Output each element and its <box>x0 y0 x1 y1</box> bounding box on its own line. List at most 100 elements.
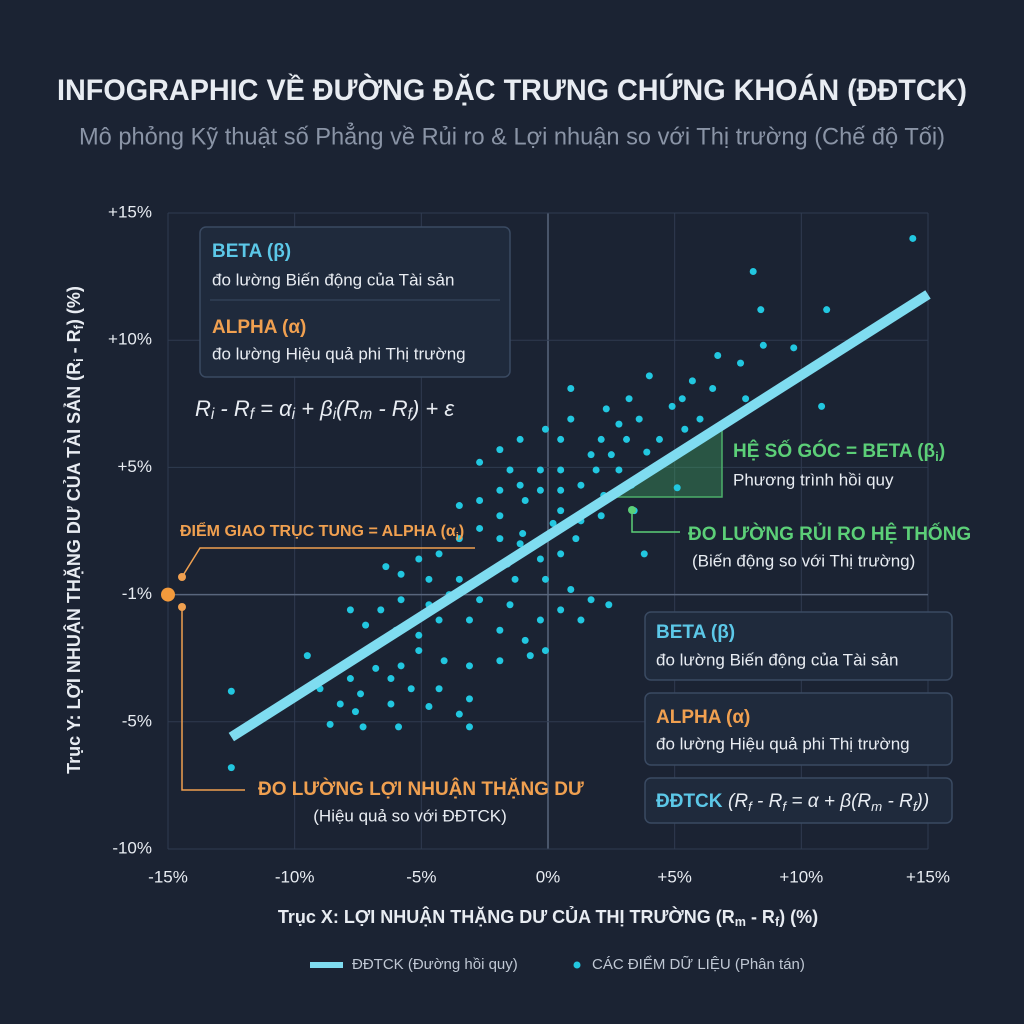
plot-area <box>161 234 931 772</box>
data-point <box>557 550 565 558</box>
data-point <box>742 395 750 403</box>
data-point <box>567 385 575 393</box>
data-point <box>597 512 605 520</box>
data-point <box>415 647 423 655</box>
text-part: HỆ SỐ GÓC = BETA (β <box>733 440 935 462</box>
data-point <box>227 687 235 695</box>
data-point <box>709 385 717 393</box>
data-point <box>455 535 463 543</box>
text-part: - R <box>746 907 775 927</box>
data-point <box>496 446 504 454</box>
data-point <box>521 496 529 504</box>
data-point <box>557 507 565 515</box>
annotation-title: BETA (β) <box>656 622 735 643</box>
data-point <box>655 435 663 443</box>
subscript: f <box>72 324 86 329</box>
formula: (Rf - Rf = α + β(Rm - Rf)) <box>728 791 929 814</box>
text-part: - R <box>882 791 913 812</box>
text-part: )) <box>915 791 930 812</box>
data-point <box>359 723 367 731</box>
data-point <box>465 695 473 703</box>
data-point <box>567 586 575 594</box>
data-point <box>455 575 463 583</box>
data-point <box>909 234 917 242</box>
text-part: ) <box>459 523 464 540</box>
data-point <box>362 621 370 629</box>
text-part: (R <box>728 791 748 812</box>
data-point <box>625 395 633 403</box>
text-part: ĐIỂM GIAO TRỤC TUNG = ALPHA (α <box>180 521 456 540</box>
data-point <box>541 647 549 655</box>
data-point <box>549 519 557 527</box>
data-point <box>351 708 359 716</box>
text-part: Trục X: LỢI NHUẬN THẶNG DƯ CỦA THỊ TRƯỜN… <box>278 906 735 927</box>
data-point <box>387 700 395 708</box>
legend-label: CÁC ĐIỂM DỮ LIỆU (Phân tán) <box>592 955 805 973</box>
info-box <box>644 692 953 766</box>
data-point <box>615 466 623 474</box>
y-tick-label: -10% <box>112 838 152 857</box>
data-point <box>516 481 524 489</box>
leader-dot <box>178 573 186 581</box>
x-tick-label: -10% <box>275 867 315 886</box>
data-point <box>577 481 585 489</box>
subscript: m <box>359 406 372 423</box>
data-point <box>435 685 443 693</box>
data-point <box>346 675 354 683</box>
legend-label: ĐĐTCK (Đường hồi quy) <box>352 956 518 973</box>
leader <box>181 547 475 578</box>
data-point <box>415 555 423 563</box>
leader-dot <box>628 506 636 514</box>
data-point <box>377 606 385 614</box>
data-point <box>336 700 344 708</box>
data-point <box>557 466 565 474</box>
text-part: ) (%) <box>779 907 818 927</box>
data-point <box>587 596 595 604</box>
data-point <box>696 415 704 423</box>
data-point <box>557 435 565 443</box>
data-point <box>372 664 380 672</box>
data-point <box>541 425 549 433</box>
data-point <box>496 512 504 520</box>
x-tick-label: -5% <box>406 867 436 886</box>
data-point <box>536 486 544 494</box>
text-part: ) <box>939 441 945 462</box>
subscript: i <box>935 449 939 464</box>
annotation-title: BETA (β) <box>212 241 291 262</box>
data-point <box>790 344 798 352</box>
y-tick-label: +5% <box>118 457 153 476</box>
data-point <box>567 415 575 423</box>
data-point <box>526 652 534 660</box>
subscript: i <box>211 406 215 423</box>
data-point <box>496 535 504 543</box>
data-point <box>602 405 610 413</box>
data-point <box>557 606 565 614</box>
data-point <box>607 451 615 459</box>
data-point <box>536 466 544 474</box>
data-point <box>435 616 443 624</box>
data-point <box>496 657 504 665</box>
annotation-title: ALPHA (α) <box>212 317 306 338</box>
text-part: (R <box>336 396 359 421</box>
data-point <box>818 402 826 410</box>
data-point <box>536 555 544 563</box>
data-point <box>465 616 473 624</box>
data-point <box>476 496 484 504</box>
subscript: i <box>292 406 296 423</box>
subscript: f <box>775 915 780 929</box>
intercept-point <box>161 587 175 602</box>
subscript: f <box>782 799 787 814</box>
data-point <box>387 675 395 683</box>
data-point <box>397 596 405 604</box>
subscript: i <box>333 406 337 423</box>
data-point <box>382 563 390 571</box>
x-tick-label: -15% <box>148 867 188 886</box>
x-tick-label: +5% <box>657 867 692 886</box>
data-point <box>496 486 504 494</box>
subscript: i <box>456 531 459 543</box>
data-point <box>823 306 831 314</box>
data-point <box>506 466 514 474</box>
text-part: = α + β(R <box>786 791 871 812</box>
